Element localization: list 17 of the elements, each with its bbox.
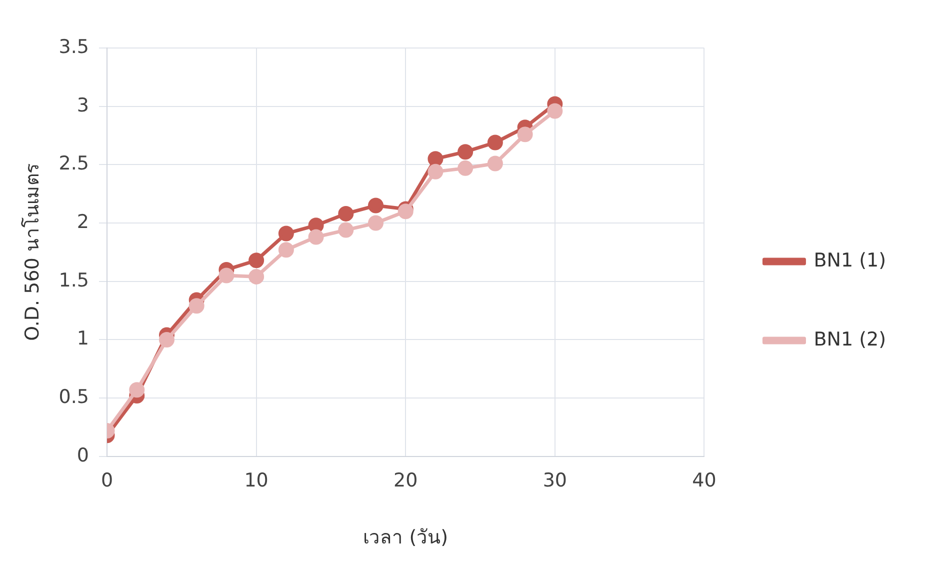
y-tick-label: 2.5 [58, 152, 90, 175]
legend-label: BN1 (2) [814, 328, 886, 350]
y-tick-label: 1 [76, 328, 90, 350]
y-tick-label: 3 [76, 94, 90, 116]
legend-label: BN1 (1) [814, 249, 886, 272]
x-tick-label: 20 [394, 470, 418, 492]
x-tick-label: 40 [692, 470, 716, 492]
y-tick-label: 0.5 [58, 386, 90, 408]
x-axis-title: เวลา (วัน) [363, 526, 448, 549]
y-tick-label: 3.5 [58, 36, 90, 58]
x-tick-label: 0 [100, 470, 114, 492]
x-tick-label: 10 [244, 470, 268, 492]
y-axis-title: O.D. 560 นาโนเมตร [20, 164, 44, 341]
x-tick-label: 30 [542, 470, 568, 492]
y-tick-label: 2 [76, 210, 90, 233]
y-tick-label: 0 [76, 444, 90, 466]
y-tick-label: 1.5 [58, 269, 90, 292]
